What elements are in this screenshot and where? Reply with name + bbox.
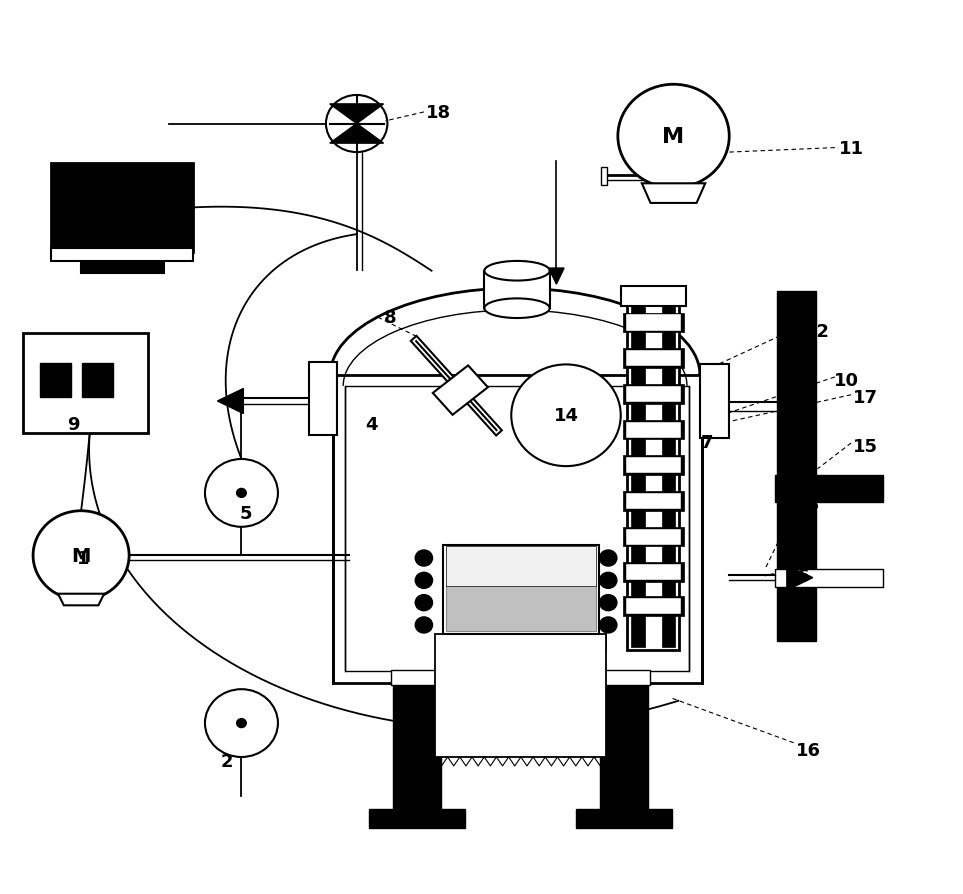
Bar: [576, 809, 671, 829]
Circle shape: [205, 460, 278, 527]
Bar: [623, 527, 684, 547]
Circle shape: [205, 689, 278, 757]
Text: 4: 4: [365, 416, 377, 434]
Polygon shape: [58, 594, 104, 605]
Bar: [446, 586, 596, 631]
Circle shape: [237, 489, 247, 498]
Circle shape: [600, 617, 617, 633]
Bar: [484, 272, 550, 308]
Text: 14: 14: [554, 407, 579, 425]
Bar: [623, 384, 684, 404]
Polygon shape: [329, 124, 383, 144]
Circle shape: [600, 551, 617, 567]
Circle shape: [415, 551, 432, 567]
Bar: [443, 545, 599, 634]
Polygon shape: [787, 566, 813, 591]
Bar: [39, 363, 70, 397]
Bar: [446, 546, 596, 586]
Text: 8: 8: [384, 308, 397, 327]
Bar: [309, 362, 337, 435]
Bar: [393, 679, 441, 817]
Text: 11: 11: [839, 139, 864, 157]
Bar: [626, 598, 681, 614]
Circle shape: [415, 595, 432, 611]
Circle shape: [415, 573, 432, 589]
Bar: [369, 809, 465, 829]
Bar: [623, 420, 684, 440]
Bar: [662, 297, 675, 647]
Bar: [600, 679, 648, 817]
Text: 7: 7: [701, 434, 714, 451]
Circle shape: [600, 595, 617, 611]
Text: 16: 16: [795, 741, 820, 759]
Bar: [51, 249, 194, 262]
Text: 6: 6: [797, 567, 810, 586]
Text: 18: 18: [426, 104, 451, 122]
Ellipse shape: [484, 299, 550, 318]
Text: 5: 5: [240, 505, 252, 523]
Bar: [51, 164, 194, 253]
Polygon shape: [329, 105, 383, 124]
Bar: [626, 529, 681, 545]
Bar: [81, 262, 164, 274]
Text: M: M: [663, 127, 685, 147]
Bar: [775, 476, 883, 502]
Bar: [775, 569, 883, 587]
Bar: [626, 386, 681, 402]
Bar: [626, 565, 681, 581]
Bar: [345, 386, 689, 671]
Text: 13: 13: [99, 198, 124, 215]
Text: 3: 3: [807, 496, 819, 514]
Bar: [626, 350, 681, 367]
Text: 15: 15: [853, 438, 878, 456]
Bar: [623, 456, 684, 476]
Bar: [623, 596, 684, 616]
Bar: [632, 297, 645, 647]
Polygon shape: [218, 389, 244, 414]
Bar: [626, 422, 681, 438]
Bar: [628, 294, 679, 650]
Bar: [601, 168, 608, 186]
Bar: [82, 363, 113, 397]
Bar: [700, 365, 729, 438]
Bar: [626, 315, 681, 331]
Bar: [621, 287, 686, 306]
Bar: [56, 169, 189, 249]
Bar: [626, 458, 681, 474]
Text: 2: 2: [221, 752, 233, 770]
Bar: [777, 292, 816, 641]
Bar: [332, 375, 702, 683]
Bar: [623, 563, 684, 583]
Bar: [23, 333, 148, 434]
Text: 12: 12: [805, 322, 830, 340]
Circle shape: [415, 617, 432, 633]
Bar: [435, 634, 607, 757]
Text: 17: 17: [853, 389, 878, 407]
Circle shape: [600, 573, 617, 589]
Bar: [623, 492, 684, 511]
Circle shape: [618, 85, 729, 189]
Polygon shape: [549, 269, 564, 285]
Ellipse shape: [484, 262, 550, 282]
Bar: [623, 349, 684, 368]
Bar: [598, 670, 649, 685]
Text: 9: 9: [67, 416, 80, 434]
Text: M: M: [71, 546, 91, 565]
Bar: [626, 493, 681, 510]
Circle shape: [237, 719, 247, 728]
Bar: [391, 670, 443, 685]
Circle shape: [511, 365, 621, 467]
Bar: [432, 366, 488, 416]
Polygon shape: [642, 184, 705, 204]
Circle shape: [33, 511, 129, 600]
Text: 1: 1: [77, 550, 90, 568]
Text: 10: 10: [834, 371, 859, 389]
Bar: [623, 313, 684, 333]
